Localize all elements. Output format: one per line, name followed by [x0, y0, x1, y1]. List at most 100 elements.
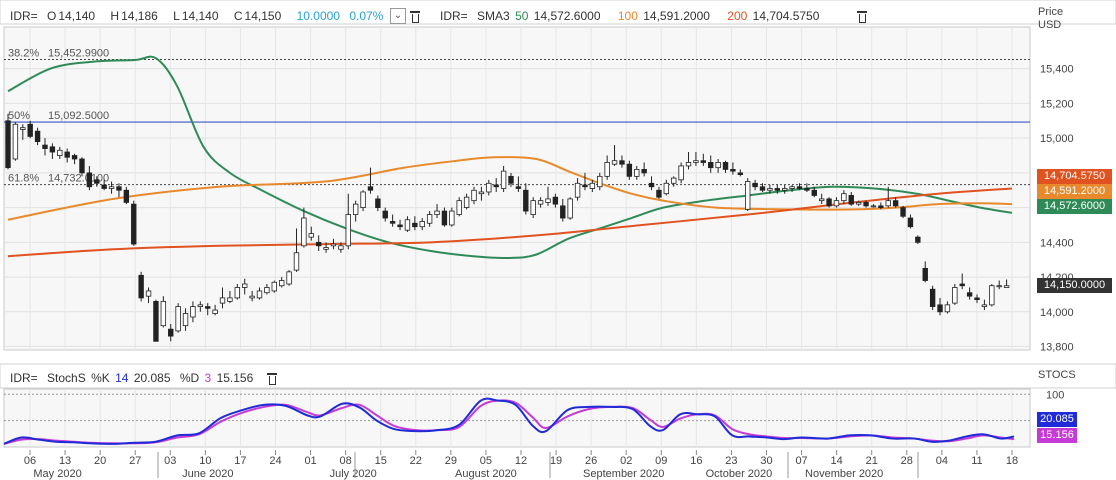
candle-body [389, 221, 396, 224]
stoch-k-value: 20.085 [133, 371, 171, 385]
stoch-header: IDR= StochS %K 14 20.085 %D 3 15.156 [10, 370, 259, 386]
stoch-d-badge: 15.156 [1037, 428, 1077, 443]
candle-body [190, 306, 196, 318]
candle-body [619, 160, 625, 165]
candle-body [582, 184, 588, 188]
candle-body [678, 165, 684, 181]
candle-body [286, 271, 292, 285]
low-label: L [173, 9, 180, 23]
candle-body [523, 189, 529, 212]
x-day-label: 10 [199, 455, 211, 467]
candle-body [419, 221, 425, 228]
candle-body [434, 210, 440, 215]
candle-body [375, 198, 381, 209]
candle-body [463, 196, 470, 209]
x-day-label: 30 [760, 455, 772, 467]
x-day-label: 21 [866, 455, 878, 467]
candle-body [959, 283, 965, 287]
candle-body [5, 120, 11, 169]
candle-body [352, 203, 359, 215]
sma-label: SMA3 [477, 9, 510, 23]
candle-body [952, 287, 958, 304]
x-day-label: 20 [94, 455, 106, 467]
candle-body [648, 182, 655, 188]
x-day-label: 14 [831, 455, 843, 467]
candle-body [57, 149, 63, 156]
x-month-label: August 2020 [455, 468, 517, 480]
candle-body [338, 245, 344, 250]
price-header: IDR= O 14,140 H 14,186 L 14,140 C 14,150 10.… [10, 8, 389, 24]
trash-icon[interactable] [410, 10, 420, 23]
candle-body [197, 304, 204, 307]
stoch-plot-area [3, 388, 1031, 448]
x-day-label: 04 [936, 455, 948, 467]
x-day-label: 05 [480, 455, 492, 467]
trash-icon[interactable] [267, 372, 277, 385]
candle-body [449, 210, 455, 226]
candle-body [278, 280, 285, 287]
candle-body [123, 189, 130, 203]
x-day-label: 02 [620, 455, 632, 467]
stoch-d-period: 3 [204, 371, 212, 385]
candle-body [116, 186, 122, 191]
candle-body [863, 201, 869, 207]
candle-body [789, 186, 795, 189]
change-percent: 0.07% [349, 9, 384, 23]
candle-body [796, 186, 803, 189]
fib-level-label: 38.2% [8, 47, 39, 59]
open-value: 14,140 [58, 9, 96, 23]
x-day-label: 06 [24, 455, 36, 467]
candle-body [330, 243, 337, 247]
price-tick-label: 15,200 [1040, 98, 1074, 110]
price-axis-unit: USD [1038, 19, 1062, 31]
x-month-label: June 2020 [182, 468, 233, 480]
candle-body [367, 186, 374, 191]
price-tick-label: 13,800 [1040, 342, 1074, 354]
candle-body [293, 252, 300, 271]
candle-body [626, 163, 633, 177]
candle-body [774, 188, 780, 191]
candle-body [49, 146, 56, 153]
candle-body [700, 160, 707, 163]
fib-level-value: 15,092.5000 [48, 110, 109, 122]
sma-50-line [7, 55, 1013, 260]
stoch-k-badge: 20.085 [1037, 412, 1077, 427]
trash-icon[interactable] [857, 10, 867, 23]
candle-body [486, 182, 492, 193]
x-day-label: 17 [234, 455, 246, 467]
x-day-label: 15 [375, 455, 387, 467]
candle-body [759, 186, 766, 191]
close-value: 14,150 [244, 9, 282, 23]
candle-body [989, 285, 995, 306]
sma-200-line [7, 187, 1013, 258]
candle-body [656, 189, 662, 198]
x-day-label: 22 [410, 455, 422, 467]
candle-body [271, 281, 277, 292]
candle-body [101, 184, 107, 189]
candle-body [108, 186, 115, 189]
stoch-symbol: IDR= [10, 371, 38, 385]
candle-body [892, 200, 899, 207]
candle-body [94, 179, 100, 184]
candle-body [315, 241, 322, 247]
candle-body [160, 300, 167, 327]
candle-body [234, 287, 241, 299]
sma100-badge: 14,591.2000 [1037, 184, 1112, 199]
x-day-label: 09 [655, 455, 667, 467]
x-day-label: 07 [795, 455, 807, 467]
candle-body [663, 182, 670, 195]
sma50-value: 14,572.6000 [533, 9, 601, 23]
candle-body [722, 162, 729, 170]
candle-body [604, 162, 610, 177]
stoch-d-value: 15.156 [216, 371, 254, 385]
candle-body [426, 214, 433, 224]
candle-body [567, 198, 573, 219]
candle-body [34, 130, 41, 143]
high-value: 14,186 [121, 9, 158, 23]
candle-body [878, 205, 884, 209]
open-label: O [47, 9, 57, 23]
candle-body [138, 274, 144, 299]
chevron-down-icon[interactable]: ⌄ [390, 8, 406, 24]
candle-body [848, 195, 854, 205]
